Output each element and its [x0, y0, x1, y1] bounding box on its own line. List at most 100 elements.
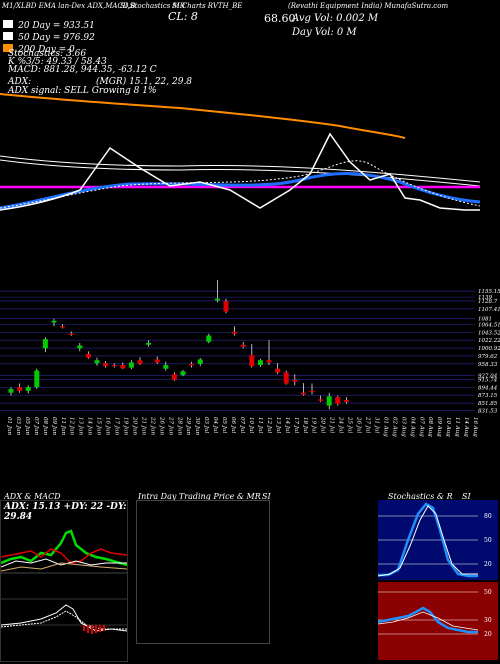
candle	[120, 362, 126, 370]
candle-body	[137, 360, 143, 364]
rsi-white-line	[377, 611, 479, 631]
rsi-panel: 50 30 20	[377, 582, 498, 660]
adx-red-line	[1, 548, 127, 564]
candle	[42, 337, 48, 353]
candle	[103, 360, 109, 368]
ema-20-line	[0, 132, 480, 211]
header-line2: SI,Stochastics MR	[120, 2, 186, 10]
date-label: 25 Jul	[347, 416, 353, 433]
date-label: 08 Aug	[427, 417, 433, 437]
date-label: 31 Jul	[373, 417, 379, 433]
candle	[214, 280, 220, 303]
candle-body	[60, 326, 66, 328]
candle-body	[25, 387, 31, 391]
date-label: 29 Jun	[185, 416, 191, 435]
date-label: 16 Jun	[105, 417, 111, 435]
candle-body	[206, 335, 212, 342]
candle	[171, 372, 177, 381]
candle	[292, 374, 298, 386]
date-label: 17 Jul	[293, 417, 299, 433]
header-source: (Revathi Equipment India) MunafaSutra.co…	[288, 2, 449, 10]
header-symbol: SI Charts RVTH_BE	[172, 2, 243, 10]
candle-body	[240, 344, 246, 347]
date-axis: 01 Jun 03 Jun 05 Jun 07 Jun 08 Jun 09 Jun 11 J…	[6, 416, 478, 437]
candle-body	[171, 374, 177, 380]
candle	[309, 383, 315, 395]
candle	[197, 358, 203, 367]
candle	[240, 341, 246, 349]
candle-body	[34, 370, 40, 388]
candle-body	[68, 333, 74, 335]
candle	[343, 397, 349, 404]
candle-body	[343, 400, 349, 402]
date-label: 19 Jul	[311, 417, 317, 433]
candle	[249, 343, 255, 368]
candle	[128, 360, 134, 370]
date-label: 14 Jul	[284, 417, 290, 433]
candle-body	[111, 365, 117, 367]
price-tick-label: 1000.92	[478, 346, 500, 352]
price-tick-label: 958.33	[478, 362, 498, 368]
ema-indicator-chart	[0, 93, 481, 211]
date-label: 13 Jun	[78, 417, 84, 435]
stoch-label: Stochastics: 3.66	[8, 49, 87, 59]
header-cl: CL: 8	[168, 10, 198, 23]
intraday-panel-si: SI	[262, 492, 271, 501]
candle-body	[283, 372, 289, 384]
candle	[17, 383, 23, 393]
date-label: 04 Jul	[212, 417, 218, 433]
date-label: 09 Jun	[51, 417, 57, 435]
candles	[8, 280, 349, 410]
stochastics-chart: 80 50 20	[377, 502, 492, 578]
date-label: 10 Jul	[248, 417, 254, 433]
candle-body	[154, 359, 160, 363]
candle-body	[249, 355, 255, 367]
adx-panel-title: ADX & MACD	[4, 492, 61, 501]
date-label: 28 Jun	[176, 416, 182, 435]
header-line1: M1/XLBD EMA lan-Dex ADX,MACD,B	[2, 2, 136, 10]
price-tick-label: 1081	[478, 317, 492, 323]
candle-body	[335, 397, 341, 404]
date-label: 07 Jun	[33, 417, 39, 435]
candle-body	[189, 363, 195, 366]
rsi-tick-20: 20	[484, 631, 492, 638]
price-tick-label: 1043.52	[478, 330, 500, 336]
candle-body	[309, 390, 315, 393]
date-label: 08 Jun	[42, 417, 48, 435]
candle-body	[8, 389, 14, 393]
date-label: 11 Jul	[257, 417, 263, 433]
date-label: 20 Jul	[320, 416, 326, 433]
candle	[111, 363, 117, 368]
candle-body	[223, 301, 229, 312]
adx-green-line	[1, 529, 127, 567]
legend-ema50-text: 50 Day = 976.92	[18, 33, 95, 43]
rsi-chart: 50 30 20	[377, 589, 492, 638]
header-day-vol: Day Vol: 0 M	[292, 27, 357, 38]
candle-body	[85, 353, 91, 358]
legend-swatch-ema50	[3, 31, 13, 40]
date-label: 11 Aug	[454, 417, 460, 437]
candle-body	[146, 342, 152, 345]
candle	[206, 333, 212, 344]
rsi-tick-50: 50	[484, 589, 492, 596]
candle-body	[232, 331, 238, 334]
date-label: 06 Jul	[230, 417, 236, 433]
date-label: 26 Jun	[158, 416, 164, 435]
date-label: 18 Jul	[302, 417, 308, 433]
date-label: 14 Jun	[87, 417, 93, 435]
candle	[8, 387, 14, 396]
rsi-line	[377, 606, 478, 634]
date-label: 16 Aug	[472, 417, 478, 437]
price-tick-label: 915.74	[478, 378, 498, 384]
candle-body	[94, 360, 100, 364]
date-label: 27 Jun	[167, 416, 173, 435]
adx-tan-line	[1, 562, 127, 572]
price-tick-label: 1107.41	[478, 307, 500, 313]
candle-body	[163, 365, 169, 369]
legend-swatch-ema200	[3, 43, 13, 52]
candle	[77, 342, 83, 352]
date-label: 01 Aug	[382, 417, 388, 437]
candle	[137, 357, 143, 366]
legend-ema200: 200 Day = 0	[3, 37, 75, 56]
